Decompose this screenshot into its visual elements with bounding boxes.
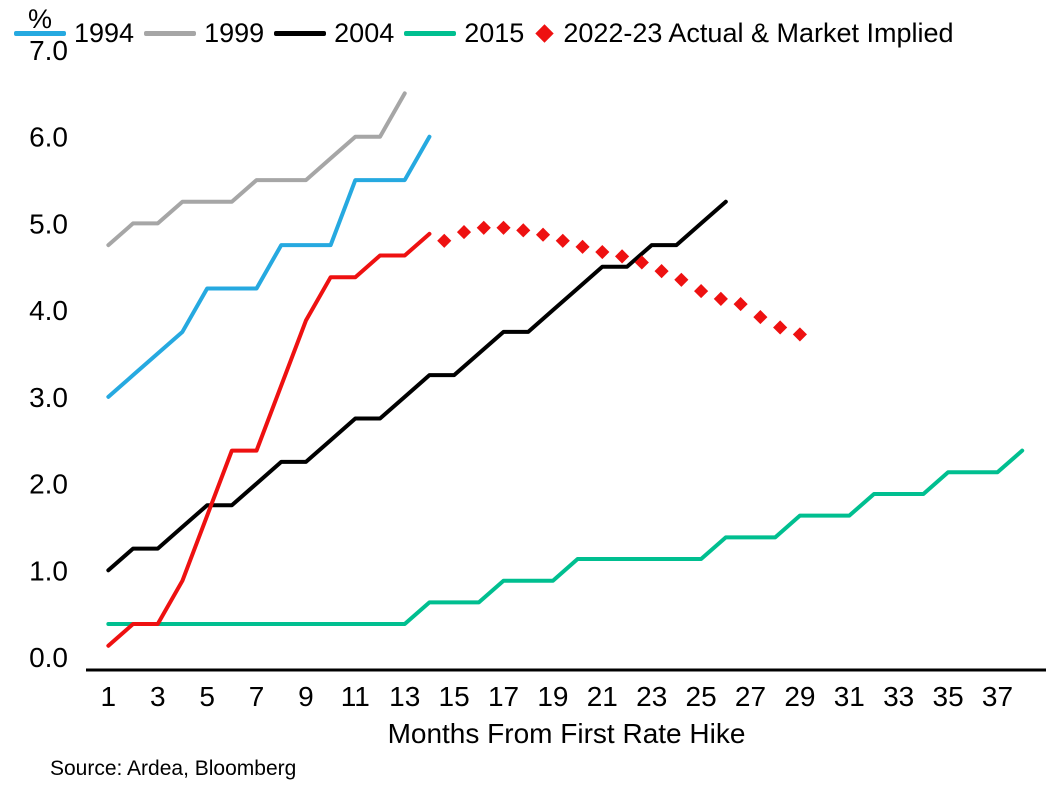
x-axis-title: Months From First Rate Hike [387,718,746,749]
legend-line-swatch-2015 [404,31,457,36]
series-point-2022-23-market-implied [476,220,491,235]
y-tick-label: 6.0 [29,122,68,153]
chart-legend: 1994 1999 2004 2015 2022-23 Actual & Mar… [14,18,954,49]
series-point-2022-23-market-implied [713,291,728,306]
x-tick-label: 3 [150,681,166,712]
series-point-2022-23-market-implied [535,227,551,242]
series-point-2022-23-market-implied [694,283,709,299]
series-line-1999 [106,91,407,248]
x-tick-label: 23 [636,681,667,712]
legend-line-swatch-1999 [144,31,197,36]
series-point-2022-23-market-implied [674,272,689,287]
x-tick-label: 11 [341,681,370,712]
x-tick-label: 37 [982,681,1013,712]
legend-item-1994: 1994 [14,18,134,49]
series-line-2022-23-actual [106,231,432,648]
series-line-1994 [106,134,432,399]
y-tick-label: 5.0 [29,208,68,239]
y-tick-label: 4.0 [29,295,68,326]
x-tick-label: 31 [834,681,865,712]
series-point-2022-23-market-implied [496,220,511,235]
series-point-2022-23-market-implied [753,310,768,325]
series-point-2022-23-market-implied [595,244,610,260]
x-tick-label: 19 [537,681,568,712]
y-axis-unit-label: % [28,4,53,34]
series-point-2022-23-market-implied [575,239,590,254]
series-point-2022-23-market-implied [555,233,570,248]
legend-item-2022-23: 2022-23 Actual & Market Implied [534,18,954,49]
x-tick-label: 9 [298,681,314,712]
series-line-2015 [106,448,1025,627]
series-point-2022-23-market-implied [437,233,452,248]
legend-line-swatch-1994 [14,31,66,36]
series-point-2022-23-market-implied [654,264,669,279]
series-point-2022-23-market-implied [614,249,630,264]
x-tick-label: 35 [933,681,964,712]
legend-label-2022-23: 2022-23 Actual & Market Implied [563,18,954,48]
series-point-2022-23-market-implied [516,223,531,238]
x-tick-label: 33 [883,681,914,712]
series-point-2022-23-market-implied [792,327,807,342]
y-tick-label: 1.0 [29,555,68,586]
legend-line-swatch-2004 [274,31,327,36]
series-point-2022-23-market-implied [634,255,649,270]
legend-item-1999: 1999 [144,18,264,49]
y-tick-label: 3.0 [29,382,68,413]
series-point-2022-23-market-implied [733,297,748,312]
legend-item-2004: 2004 [274,18,394,49]
x-tick-label: 13 [389,681,420,712]
x-tick-label: 17 [488,681,519,712]
legend-label-2004: 2004 [334,18,395,48]
x-tick-label: 29 [784,681,815,712]
x-tick-label: 5 [199,681,215,712]
x-tick-label: 7 [249,681,265,712]
x-tick-label: 1 [101,681,117,712]
legend-label-1994: 1994 [74,18,135,48]
legend-item-2015: 2015 [404,18,524,49]
legend-label-1999: 1999 [204,18,265,48]
x-tick-label: 27 [735,681,766,712]
series-point-2022-23-market-implied [456,225,472,240]
x-tick-label: 25 [686,681,717,712]
y-tick-label: 0.0 [29,642,68,673]
series-point-2022-23-market-implied [773,320,788,335]
x-tick-label: 21 [587,681,618,712]
legend-label-2015: 2015 [464,18,525,48]
y-tick-label: 7.0 [29,35,68,66]
x-tick-label: 15 [439,681,470,712]
source-note: Source: Ardea, Bloomberg [50,757,297,780]
series-line-2004 [106,199,728,573]
y-tick-label: 2.0 [29,469,68,500]
